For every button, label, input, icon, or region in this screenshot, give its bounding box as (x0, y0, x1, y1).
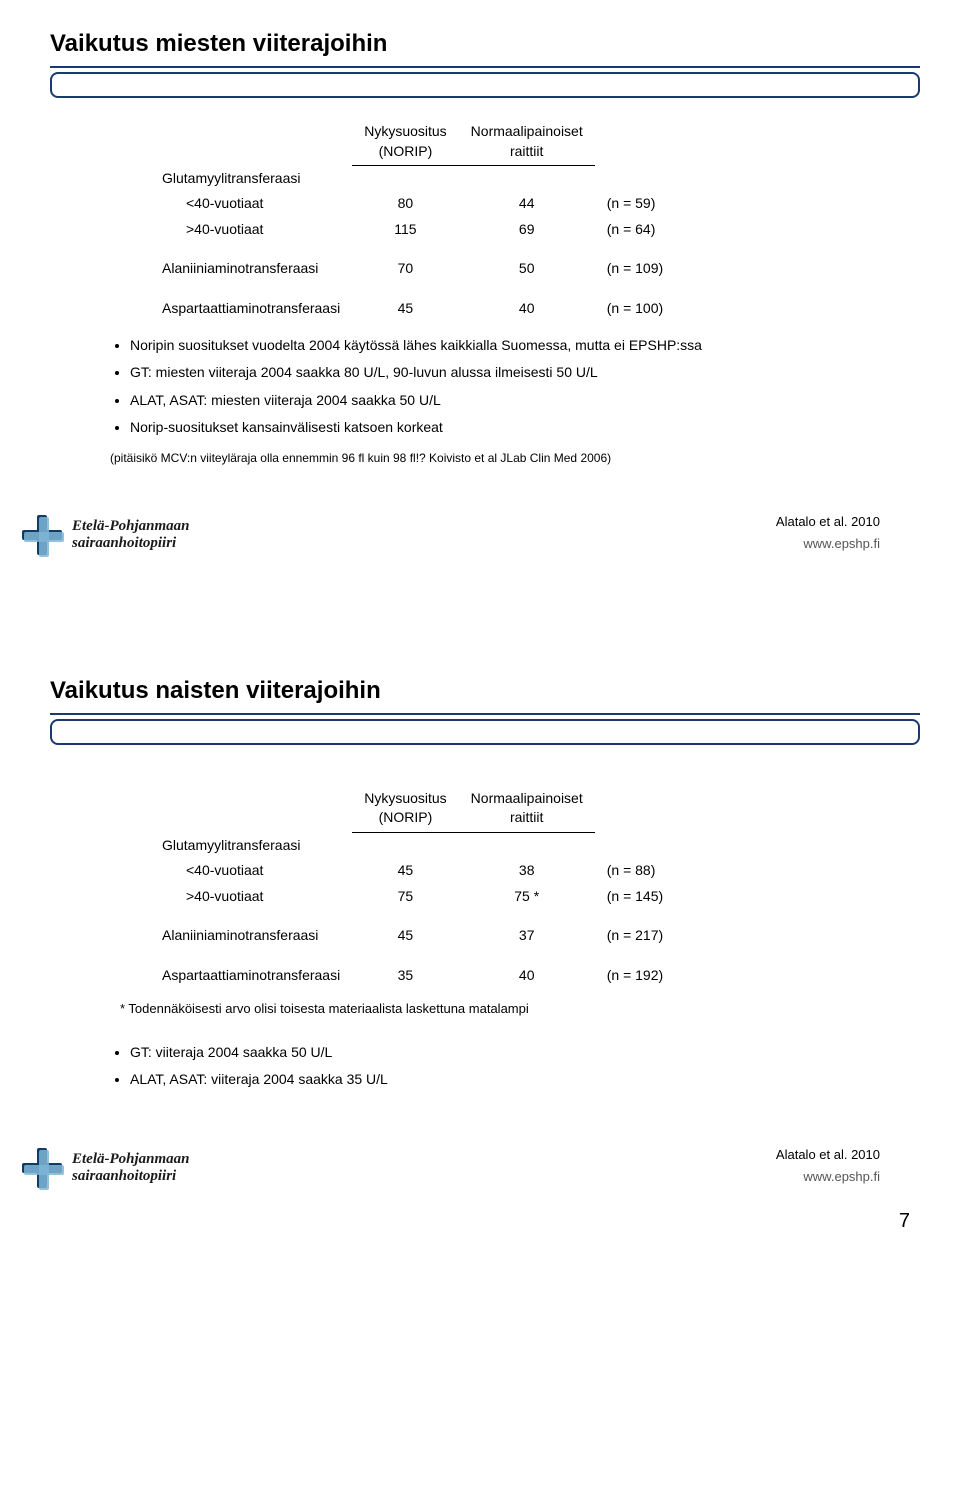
slide2-title: Vaikutus naisten viiterajoihin (50, 677, 920, 705)
logo-line2: sairaanhoitopiiri (72, 1168, 190, 1185)
row-v2: 40 (459, 296, 595, 322)
row-v2 (459, 833, 595, 859)
slide1-table: Nykysuositus (NORIP) Normaalipainoiset r… (150, 118, 675, 322)
list-item: Norip-suositukset kansainvälisesti katso… (130, 418, 880, 438)
table-row (150, 242, 675, 256)
row-v2: 75 * (459, 884, 595, 910)
row-n: (n = 100) (595, 296, 675, 322)
list-item: Noripin suositukset vuodelta 2004 käytös… (130, 336, 880, 356)
row-n: (n = 59) (595, 191, 675, 217)
row-label: <40-vuotiaat (150, 858, 352, 884)
row-n (595, 833, 675, 859)
list-item: ALAT, ASAT: viiteraja 2004 saakka 35 U/L (130, 1070, 880, 1090)
logo-line2: sairaanhoitopiiri (72, 535, 190, 552)
row-label: >40-vuotiaat (150, 217, 352, 243)
row-v1: 115 (352, 217, 458, 243)
slide2-url: www.epshp.fi (803, 1169, 880, 1184)
slide2-content: Nykysuositus (NORIP) Normaalipainoiset r… (40, 745, 920, 1110)
row-n: (n = 145) (595, 884, 675, 910)
table-row (150, 949, 675, 963)
table-row (150, 909, 675, 923)
row-v1: 45 (352, 923, 458, 949)
slide2-col2-header: Normaalipainoiset raittiit (459, 785, 595, 833)
row-v1 (352, 166, 458, 192)
row-label: Aspartaattiaminotransferaasi (150, 296, 352, 322)
slide2-cite: Alatalo et al. 2010 (776, 1147, 880, 1162)
row-v2 (459, 166, 595, 192)
row-n: (n = 88) (595, 858, 675, 884)
row-label: Glutamyylitransferaasi (150, 166, 352, 192)
table-row: >40-vuotiaat7575 *(n = 145) (150, 884, 675, 910)
row-n: (n = 64) (595, 217, 675, 243)
table-row: Glutamyylitransferaasi (150, 166, 675, 192)
table-row: Alaniiniaminotransferaasi4537(n = 217) (150, 923, 675, 949)
slide1-note: (pitäisikö MCV:n viiteyläraja olla ennem… (110, 450, 880, 467)
row-label: Aspartaattiaminotransferaasi (150, 963, 352, 989)
slide2-table: Nykysuositus (NORIP) Normaalipainoiset r… (150, 785, 675, 989)
slide-miesten: Vaikutus miesten viiterajoihin Nykysuosi… (40, 30, 920, 557)
row-n: (n = 217) (595, 923, 675, 949)
slide2-footnote: * Todennäköisesti arvo olisi toisesta ma… (120, 1000, 880, 1018)
row-n: (n = 192) (595, 963, 675, 989)
row-label: <40-vuotiaat (150, 191, 352, 217)
row-v1: 45 (352, 296, 458, 322)
row-label: Glutamyylitransferaasi (150, 833, 352, 859)
slide1-col2-header: Normaalipainoiset raittiit (459, 118, 595, 166)
row-v2: 50 (459, 256, 595, 282)
slide2-bullets: GT: viiteraja 2004 saakka 50 U/L ALAT, AS… (110, 1043, 880, 1090)
logo: Etelä-Pohjanmaan sairaanhoitopiiri (20, 1146, 190, 1190)
slide1-bullets: Noripin suositukset vuodelta 2004 käytös… (110, 336, 880, 438)
row-v2: 40 (459, 963, 595, 989)
row-v1: 75 (352, 884, 458, 910)
slide2-col1-header: Nykysuositus (NORIP) (352, 785, 458, 833)
row-v1: 70 (352, 256, 458, 282)
list-item: GT: miesten viiteraja 2004 saakka 80 U/L… (130, 363, 880, 383)
row-label: Alaniiniaminotransferaasi (150, 923, 352, 949)
row-v1: 45 (352, 858, 458, 884)
table-row: >40-vuotiaat11569(n = 64) (150, 217, 675, 243)
row-label: >40-vuotiaat (150, 884, 352, 910)
row-v1: 35 (352, 963, 458, 989)
slide1-content: Nykysuositus (NORIP) Normaalipainoiset r… (40, 98, 920, 477)
slide1-title: Vaikutus miesten viiterajoihin (50, 30, 920, 58)
row-label: Alaniiniaminotransferaasi (150, 256, 352, 282)
title-rule (50, 66, 920, 98)
table-row: Aspartaattiaminotransferaasi4540(n = 100… (150, 296, 675, 322)
table-row: <40-vuotiaat8044(n = 59) (150, 191, 675, 217)
row-v1 (352, 833, 458, 859)
logo-line1: Etelä-Pohjanmaan (72, 1151, 190, 1168)
plus-icon (20, 1146, 64, 1190)
row-v2: 37 (459, 923, 595, 949)
row-v2: 38 (459, 858, 595, 884)
page-number: 7 (0, 1210, 960, 1233)
row-n: (n = 109) (595, 256, 675, 282)
slide1-url: www.epshp.fi (803, 536, 880, 551)
slide1-cite: Alatalo et al. 2010 (776, 514, 880, 529)
slide-naisten: Vaikutus naisten viiterajoihin Nykysuosi… (40, 677, 920, 1190)
plus-icon (20, 513, 64, 557)
table-row (150, 282, 675, 296)
logo-line1: Etelä-Pohjanmaan (72, 518, 190, 535)
list-item: ALAT, ASAT: miesten viiteraja 2004 saakk… (130, 391, 880, 411)
row-v1: 80 (352, 191, 458, 217)
table-row: Aspartaattiaminotransferaasi3540(n = 192… (150, 963, 675, 989)
list-item: GT: viiteraja 2004 saakka 50 U/L (130, 1043, 880, 1063)
row-v2: 44 (459, 191, 595, 217)
slide1-col1-header: Nykysuositus (NORIP) (352, 118, 458, 166)
row-n (595, 166, 675, 192)
title-rule (50, 713, 920, 745)
table-row: Glutamyylitransferaasi (150, 833, 675, 859)
table-row: Alaniiniaminotransferaasi7050(n = 109) (150, 256, 675, 282)
row-v2: 69 (459, 217, 595, 243)
logo: Etelä-Pohjanmaan sairaanhoitopiiri (20, 513, 190, 557)
table-row: <40-vuotiaat4538(n = 88) (150, 858, 675, 884)
